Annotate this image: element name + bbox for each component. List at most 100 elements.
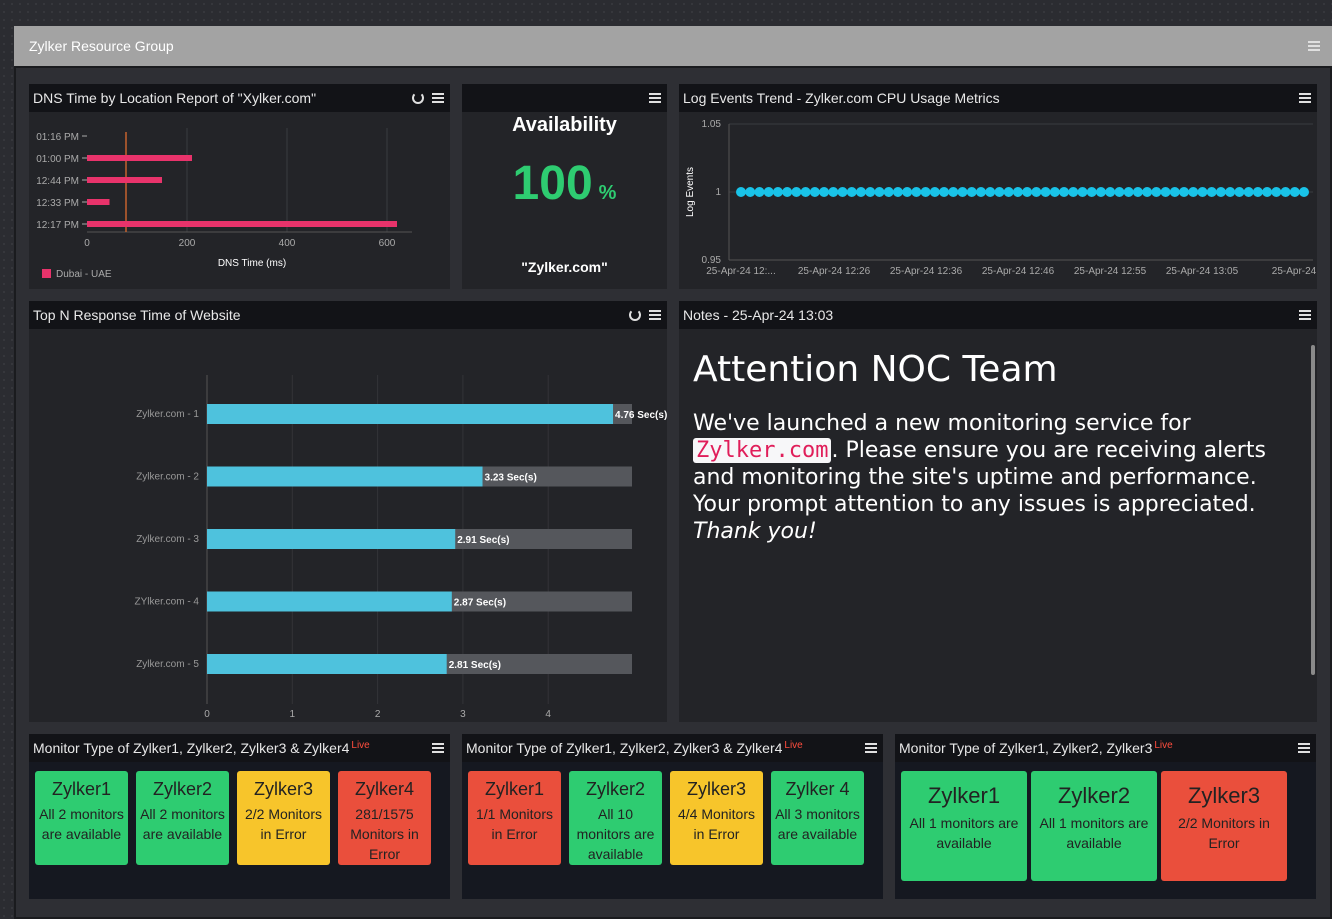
monitor-tiles: Zylker1 All 1 monitors are available Zylk…: [895, 762, 1316, 890]
data-point: [846, 187, 857, 197]
data-point: [911, 187, 922, 197]
data-point: [1197, 187, 1208, 197]
monitor-tile[interactable]: Zylker3 4/4 Monitors in Error: [670, 771, 763, 865]
data-point: [948, 187, 959, 197]
group-title: Zylker Resource Group: [29, 38, 174, 54]
monitor-tile[interactable]: Zylker1 All 2 monitors are available: [35, 771, 128, 865]
monitor-tile[interactable]: Zylker3 2/2 Monitors in Error: [1161, 771, 1287, 881]
data-point: [1188, 187, 1199, 197]
data-point: [1243, 187, 1254, 197]
data-label: 2.87 Sec(s): [454, 598, 506, 609]
data-point: [1215, 187, 1226, 197]
y-tick-label: 1.05: [702, 119, 722, 130]
monitor-tile[interactable]: Zylker1 1/1 Monitors in Error: [468, 771, 561, 865]
x-tick-label: 2: [375, 709, 381, 720]
y-tick-label: 12:33 PM: [36, 198, 79, 209]
x-tick-label: 1: [290, 709, 296, 720]
menu-icon[interactable]: [649, 310, 661, 320]
y-tick-label: 01:16 PM: [36, 132, 79, 143]
monitor-widget-header: Monitor Type of Zylker1, Zylker2, Zylker…: [29, 734, 450, 762]
data-point: [1252, 187, 1263, 197]
menu-icon[interactable]: [432, 743, 444, 753]
topn-chart: 0 1 2 3 4 Zylker.com - 1 4.76 Sec(s) Zylker.com…: [135, 375, 667, 742]
monitor-widget-title: Monitor Type of Zylker1, Zylker2, Zylker…: [466, 740, 783, 756]
legend-label: Dubai - UAE: [56, 269, 112, 280]
refresh-icon[interactable]: [629, 309, 641, 321]
monitor-tile[interactable]: Zylker4 281/1575 Monitors in Error: [338, 771, 431, 865]
data-point: [745, 187, 756, 197]
menu-icon[interactable]: [865, 743, 877, 753]
y-tick-label: Zylker.com - 3: [136, 534, 199, 545]
menu-icon[interactable]: [1298, 743, 1310, 753]
notes-text-1: We've launched a new monitoring service …: [693, 411, 1191, 436]
tile-status: All 2 monitors are available: [140, 806, 225, 842]
refresh-icon[interactable]: [412, 92, 424, 104]
monitor-widget-header: Monitor Type of Zylker1, Zylker2, Zylker…: [895, 734, 1316, 762]
y-tick-label: Zylker.com - 2: [136, 472, 199, 483]
data-point: [1271, 187, 1282, 197]
data-point: [1012, 187, 1023, 197]
menu-icon[interactable]: [1299, 93, 1311, 103]
dns-bar: [87, 199, 110, 205]
tile-name: Zylker3: [686, 779, 746, 799]
x-tick-label: 200: [179, 238, 196, 249]
dns-chart: 0 200 400 600 01:16 PM 01:00 PM 12:44 PM 12:33 …: [36, 128, 412, 280]
response-bar: [207, 466, 483, 487]
monitor-tile[interactable]: Zylker3 2/2 Monitors in Error: [237, 771, 330, 865]
monitor-tiles: Zylker1 1/1 Monitors in Error Zylker2 All …: [462, 762, 883, 874]
data-point: [920, 187, 931, 197]
data-point: [865, 187, 876, 197]
tile-name: Zylker2: [585, 779, 645, 799]
data-point: [1105, 187, 1116, 197]
group-menu-icon[interactable]: [1308, 26, 1320, 66]
monitor-tiles: Zylker1 All 2 monitors are available Zylk…: [29, 762, 450, 874]
dns-bar: [87, 177, 162, 183]
data-point: [1031, 187, 1042, 197]
tile-status: 4/4 Monitors in Error: [677, 806, 756, 842]
menu-icon[interactable]: [1299, 310, 1311, 320]
topn-widget: Top N Response Time of Website 0 1 2 3 4 Zylk…: [29, 301, 667, 742]
monitor-widget-title: Monitor Type of Zylker1, Zylker2, Zylker…: [33, 740, 350, 756]
monitor-widget-3: Monitor Type of Zylker1, Zylker2, Zylker…: [895, 734, 1316, 899]
data-point: [1068, 187, 1079, 197]
y-tick-label: 1: [715, 187, 721, 198]
topn-title: Top N Response Time of Website: [33, 307, 241, 323]
tile-status: All 1 monitors are available: [1039, 815, 1149, 851]
data-point: [1160, 187, 1171, 197]
data-point: [1059, 187, 1070, 197]
data-point: [1142, 187, 1153, 197]
data-point: [1086, 187, 1097, 197]
monitor-tile[interactable]: Zylker2 All 10 monitors are available: [569, 771, 662, 865]
y-tick-label: ZYlker.com - 4: [135, 597, 200, 608]
notes-scrollbar[interactable]: [1311, 345, 1315, 675]
response-bar: [207, 529, 456, 549]
log-events-header: Log Events Trend - Zylker.com CPU Usage …: [679, 84, 1317, 112]
tile-name: Zylker3: [1187, 783, 1261, 808]
monitor-tile[interactable]: Zylker 4 All 3 monitors are available: [771, 771, 864, 865]
data-point: [828, 187, 839, 197]
data-point: [1299, 187, 1309, 197]
data-point: [754, 187, 765, 197]
data-label: 4.76 Sec(s): [615, 410, 667, 421]
monitor-tile[interactable]: Zylker2 All 1 monitors are available: [1031, 771, 1157, 881]
monitor-tile[interactable]: Zylker1 All 1 monitors are available: [901, 771, 1027, 881]
availability-unit: %: [598, 182, 617, 204]
monitor-widget-2: Monitor Type of Zylker1, Zylker2, Zylker…: [462, 734, 883, 899]
data-point: [1234, 187, 1245, 197]
menu-icon[interactable]: [649, 93, 661, 103]
dns-bar: [87, 155, 192, 161]
tile-status: All 10 monitors are available: [576, 806, 655, 862]
notes-title: Notes - 25-Apr-24 13:03: [683, 307, 834, 323]
data-point: [892, 187, 903, 197]
monitor-tile[interactable]: Zylker2 All 2 monitors are available: [136, 771, 229, 865]
response-bar: [207, 654, 447, 674]
data-point: [800, 187, 811, 197]
menu-icon[interactable]: [432, 93, 444, 103]
availability-header: [462, 84, 667, 112]
data-point: [1040, 187, 1051, 197]
x-tick-label: 4: [545, 709, 551, 720]
data-point: [1206, 187, 1217, 197]
y-tick-label: 0.95: [702, 255, 722, 266]
tile-name: Zylker3: [253, 779, 313, 799]
x-tick-label: 25-Apr-24 12:36: [890, 266, 963, 277]
